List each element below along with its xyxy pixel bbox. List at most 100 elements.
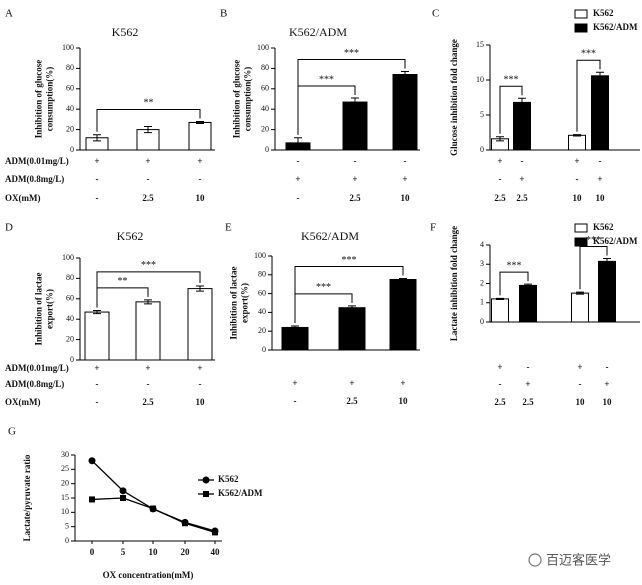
condition-value: - <box>199 379 202 389</box>
y-tick-label: 0 <box>262 345 266 354</box>
panel: B K562/ADM Inhibition of glucose consumptio… <box>220 8 420 203</box>
condition-value: - <box>96 174 99 184</box>
condition-value: - <box>297 156 300 166</box>
significance-label: ** <box>118 276 128 287</box>
y-tick-label: 30 <box>61 450 69 459</box>
panel-title: K562 <box>112 25 139 39</box>
point <box>89 496 95 503</box>
significance-label: ** <box>144 98 154 109</box>
condition-value: 10 <box>196 193 206 203</box>
condition-value: + <box>519 174 524 184</box>
condition-value: 2.5 <box>142 193 154 203</box>
bar <box>491 298 509 323</box>
significance-label: *** <box>319 74 334 85</box>
condition-value: - <box>576 174 579 184</box>
error-bar <box>496 297 504 300</box>
y-tick-label: 100 <box>62 253 74 262</box>
y-tick-label: 0 <box>70 355 74 364</box>
error-bar <box>351 97 359 107</box>
condition-value: - <box>96 397 99 407</box>
condition-label: OX(mM) <box>5 397 41 407</box>
y-tick-label: 20 <box>66 124 74 133</box>
line <box>91 497 216 534</box>
y-tick-label: 0 <box>265 145 269 154</box>
legend-label: K562/ADM <box>593 22 638 32</box>
panel-title: K562 <box>117 229 144 243</box>
panel-letter: F <box>430 222 436 234</box>
y-tick-label: 10 <box>476 75 484 84</box>
condition-value: + <box>574 156 579 166</box>
significance-bracket <box>297 58 406 135</box>
y-axis-label: Lactate inhibition fold change <box>449 226 459 341</box>
y-tick-label: 80 <box>66 63 74 72</box>
y-tick-label: 10 <box>61 507 69 516</box>
error-bar <box>196 285 204 292</box>
condition-value: - <box>499 174 502 184</box>
y-axis-label: Inhibition of lactae <box>229 266 239 339</box>
y-tick-label: 1 <box>480 298 484 307</box>
y-tick-label: 40 <box>258 307 266 316</box>
panel-letter: A <box>5 8 13 20</box>
legend-marker <box>203 491 209 497</box>
y-axis-label: consumption(%) <box>243 67 253 132</box>
significance-label: *** <box>344 48 359 59</box>
y-tick-label: 20 <box>258 326 266 335</box>
condition-value: + <box>292 378 297 388</box>
error-bar <box>496 136 504 142</box>
condition-value: 10 <box>596 193 606 203</box>
significance-bracket <box>96 271 201 308</box>
condition-value: - <box>294 396 297 406</box>
bar <box>281 326 309 351</box>
condition-label: ADM(0.01mg/L) <box>5 363 69 373</box>
condition-value: 10 <box>399 396 409 406</box>
condition-value: 10 <box>401 193 411 203</box>
point <box>88 457 96 465</box>
condition-value: 2.5 <box>349 193 361 203</box>
panel: A K562 Inhibition of glucose consumption(%)… <box>5 8 215 203</box>
significance-bracket <box>499 85 523 134</box>
y-tick-label: 100 <box>62 43 74 52</box>
legend-label: K562/ADM <box>593 236 638 246</box>
bar <box>519 284 537 323</box>
y-axis-label: Inhibition of glucose <box>34 60 44 139</box>
x-tick-label: 40 <box>211 547 221 557</box>
y-axis-label: Inhibition of lactae <box>34 272 44 345</box>
condition-value: + <box>94 363 99 373</box>
error-bar <box>573 134 581 137</box>
condition-value: 2.5 <box>494 193 506 203</box>
condition-label: ADM(0.8mg/L) <box>5 379 64 389</box>
legend-swatch <box>574 237 588 247</box>
bar <box>598 260 616 323</box>
panel-letter: G <box>8 426 16 438</box>
y-tick-label: 0 <box>70 145 74 154</box>
y-tick-label: 4 <box>480 240 484 249</box>
bar <box>568 134 586 151</box>
legend-swatch <box>574 9 588 19</box>
panel-title: K562/ADM <box>289 25 347 39</box>
y-axis-label: export(%) <box>240 283 250 323</box>
legend-swatch <box>574 23 588 33</box>
condition-value: - <box>606 362 609 372</box>
legend-label: K562 <box>218 474 239 484</box>
y-tick-label: 80 <box>258 270 266 279</box>
condition-value: + <box>94 156 99 166</box>
y-tick-label: 0 <box>65 536 69 545</box>
significance-bracket <box>499 271 529 296</box>
y-tick-label: 80 <box>261 63 269 72</box>
watermark-icon <box>528 553 542 567</box>
condition-value: + <box>402 174 407 184</box>
x-tick-label: 5 <box>121 547 126 557</box>
significance-bracket <box>96 108 201 132</box>
condition-value: + <box>497 156 502 166</box>
y-tick-label: 25 <box>61 464 69 473</box>
point <box>212 529 218 536</box>
condition-label: ADM(0.01mg/L) <box>5 156 69 166</box>
bar <box>338 307 366 351</box>
error-bar <box>294 137 302 149</box>
condition-value: - <box>147 174 150 184</box>
line <box>91 460 216 532</box>
condition-value: + <box>577 362 582 372</box>
panel-letter: B <box>220 8 227 20</box>
y-tick-label: 100 <box>257 43 269 52</box>
